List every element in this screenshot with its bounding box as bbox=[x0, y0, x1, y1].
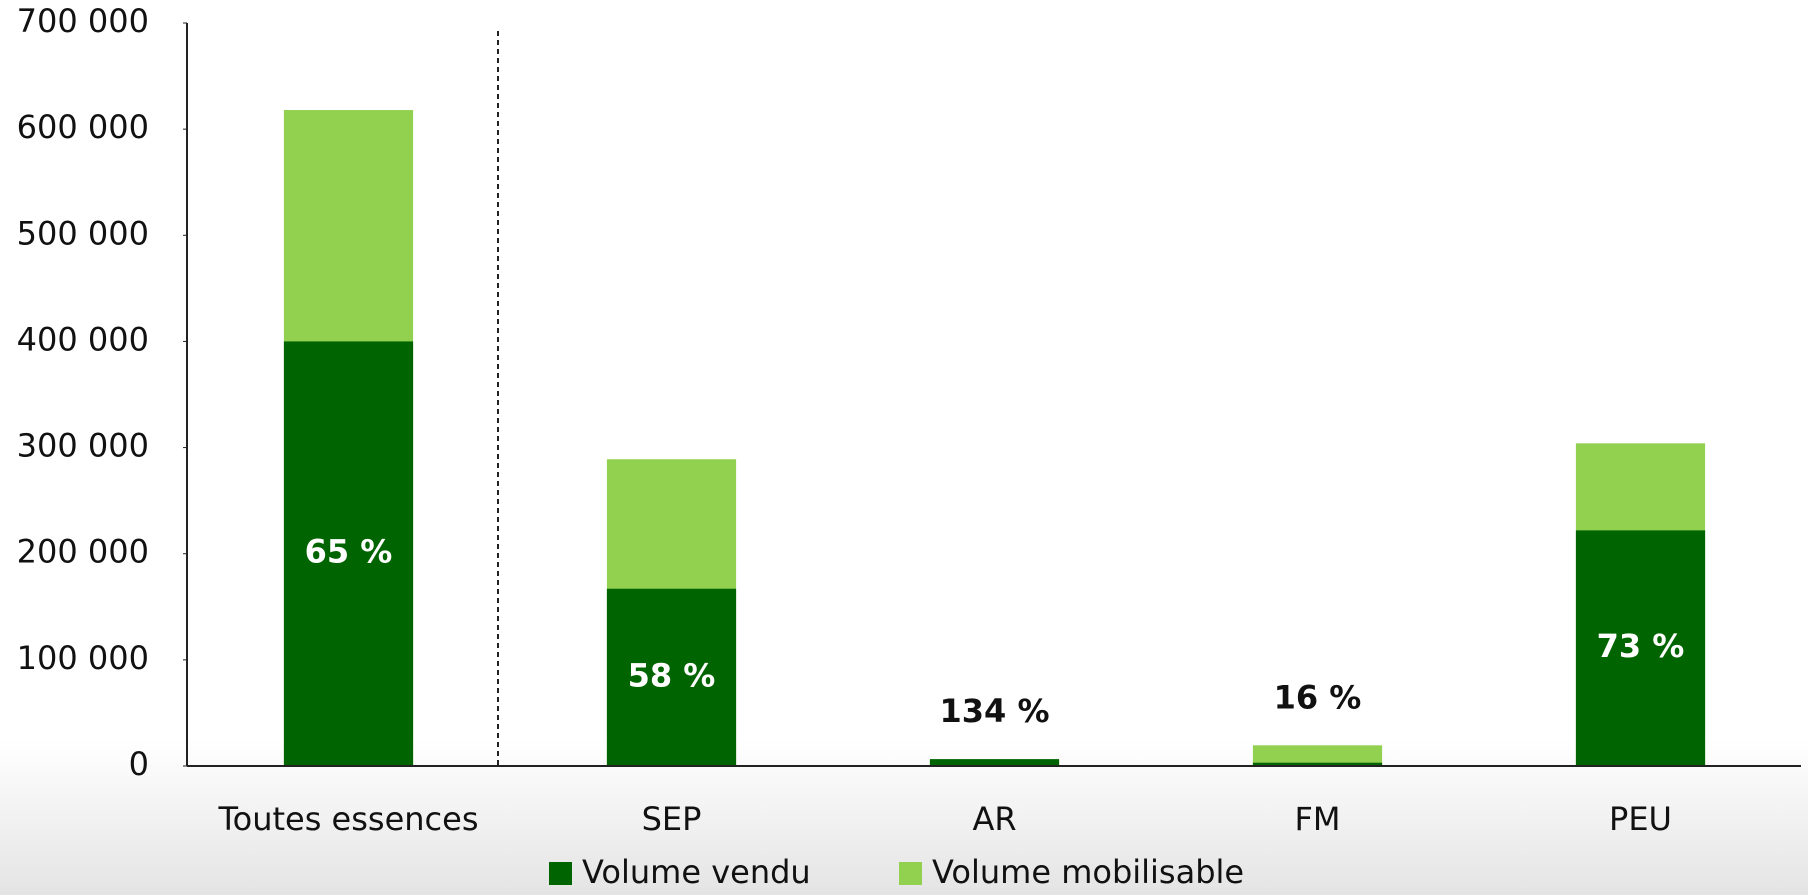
ratio-label: 16 % bbox=[1274, 678, 1362, 716]
bar bbox=[929, 759, 1060, 766]
bar bbox=[1252, 745, 1383, 766]
x-tick-label: FM bbox=[1294, 800, 1340, 838]
x-tick-label: SEP bbox=[642, 800, 702, 838]
legend-swatch bbox=[899, 862, 922, 885]
y-tick-label: 100 000 bbox=[17, 639, 149, 677]
y-tick-label: 700 000 bbox=[17, 2, 149, 40]
y-tick-label: 200 000 bbox=[17, 533, 149, 571]
ratio-label: 134 % bbox=[940, 692, 1050, 730]
bar bbox=[606, 588, 737, 766]
ratio-label: 65 % bbox=[305, 533, 393, 571]
bar bbox=[1252, 762, 1383, 766]
y-tick-label: 300 000 bbox=[17, 427, 149, 465]
bar bbox=[1575, 530, 1706, 766]
y-tick-label: 400 000 bbox=[17, 320, 149, 358]
legend-swatch bbox=[549, 862, 572, 885]
x-tick-label: PEU bbox=[1609, 800, 1672, 838]
y-tick-label: 500 000 bbox=[17, 214, 149, 252]
y-tick-label: 600 000 bbox=[17, 108, 149, 146]
ratio-label: 73 % bbox=[1597, 627, 1685, 665]
legend-label: Volume mobilisable bbox=[932, 853, 1244, 891]
bar bbox=[283, 341, 414, 766]
x-tick-label: AR bbox=[972, 800, 1016, 838]
y-tick-label: 0 bbox=[129, 745, 149, 783]
ratio-label: 58 % bbox=[628, 656, 716, 694]
legend-label: Volume vendu bbox=[582, 853, 811, 891]
x-tick-label: Toutes essences bbox=[218, 800, 479, 838]
